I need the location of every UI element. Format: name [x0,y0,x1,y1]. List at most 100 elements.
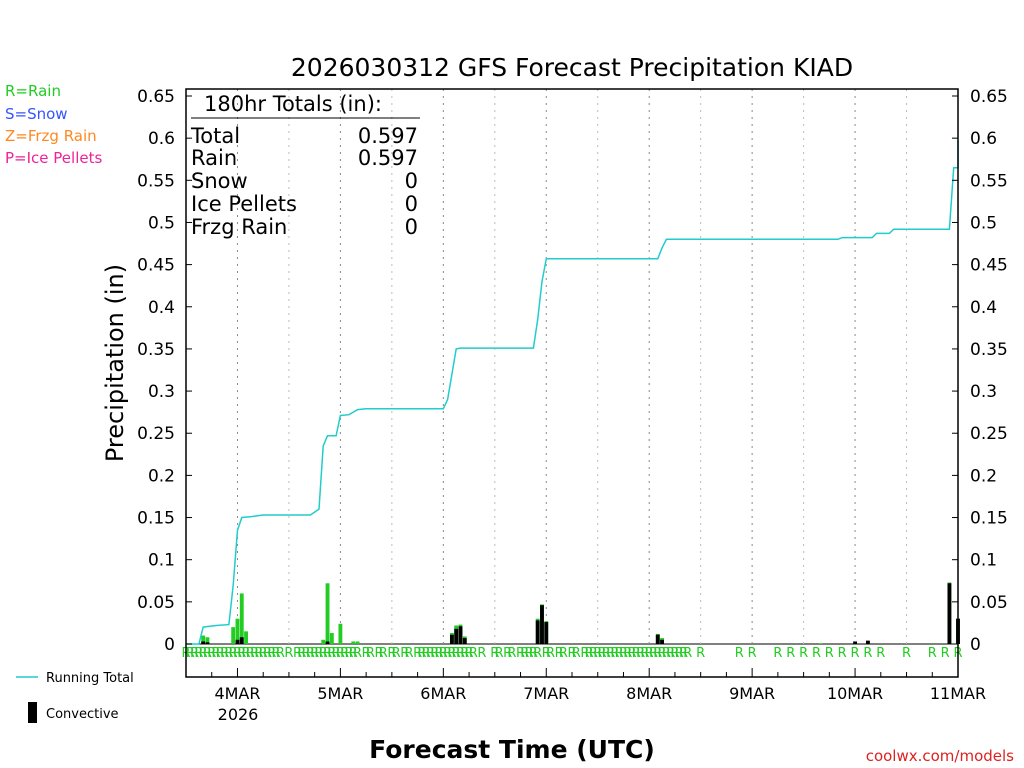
ptype-letter-rain: R [555,646,564,661]
totals-label-rain: Rain [191,146,237,170]
convective-bar [535,620,540,644]
ptype-letter-rain: R [332,646,341,661]
ptype-letter-rain: R [495,646,504,661]
rain-bar [355,641,360,644]
convective-bar [866,640,870,644]
year-label: 2026 [218,705,259,724]
ptype-letter-rain: R [392,646,401,661]
totals-value-frzg-rain: 0 [405,215,418,239]
ptype-letter-rain: R [507,646,516,661]
ptype-letter-rain: R [658,646,667,661]
ptype-letter-rain: R [336,646,345,661]
ptype-letter-rain: R [199,646,208,661]
ptype-letter-rain: R [404,646,413,661]
x-tick-label: 8MAR [626,684,672,703]
y-tick-label-right: 0.05 [970,593,1008,613]
ptype-letter-rain: R [310,646,319,661]
ptype-letter-rain: R [645,646,654,661]
legend-convective-swatch [28,702,37,723]
ptype-letter-rain: R [319,646,328,661]
legend-running-total-label: Running Total [46,671,134,686]
ptype-letter-rain: R [748,646,757,661]
running-total-line [186,140,959,645]
ptype-letter-rain: R [250,646,259,661]
chart-title: 2026030312 GFS Forecast Precipitation KI… [291,53,853,82]
ptype-letter-rain: R [812,646,821,661]
ptype-letter-rain: R [323,646,332,661]
ptype-letter-rain: R [675,646,684,661]
convective-bar [201,641,206,644]
totals-value-snow: 0 [405,169,418,193]
y-tick-label-right: 0.5 [970,213,997,233]
totals-value-ice-pellets: 0 [405,192,418,216]
y-tick-label-right: 0 [970,635,981,655]
ptype-letter-rain: R [653,646,662,661]
ptype-letter-rain: R [662,646,671,661]
ptype-letter-rain: R [503,646,512,661]
running-total-line-group [186,140,959,645]
ptype-letter-rain: R [366,646,375,661]
ptype-letter-rain: R [615,646,624,661]
ptype-letter-rain: R [876,646,885,661]
ptype-letter-rain: R [349,646,358,661]
totals-label-total: Total [190,124,240,148]
ptype-letter-rain: R [422,646,431,661]
convective-bar [947,583,952,644]
ptype-letter-rain: R [272,646,281,661]
x-ticks: 4MAR 5MAR 6MAR 7MAR 8MAR 9MAR 10MAR 11MAR [185,668,986,703]
ptype-letter-rain: R [516,646,525,661]
ptype-letter-rain: R [666,646,675,661]
ptype-letter-rain: R [941,646,950,661]
ptype-letter-rain: R [619,646,628,661]
ptype-letter-rain: R [636,646,645,661]
series-legend: Running Total Convective [16,671,134,723]
ptype-letter-rain: R [297,646,306,661]
ptype-letter-rain: R [452,646,461,661]
convective-bar [325,641,330,644]
ptype-letter-rain: R [490,646,499,661]
rain-bar [351,641,356,644]
y-tick-label-right: 0.4 [970,298,997,318]
y-tick-label-right: 0.6 [970,129,997,149]
ptype-letter-rain: R [670,646,679,661]
convective-bar [540,605,544,644]
x-tick-label: 6MAR [420,684,466,703]
y-tick-label-right: 0.15 [970,509,1008,529]
convective-bar [454,628,459,644]
ptype-letter-rain: R [340,646,349,661]
ptype-legend-snow: S=Snow [5,105,68,123]
ptype-letter-rain: R [293,646,302,661]
ptype-letter-rain: R [443,646,452,661]
ptype-letter-rain: R [220,646,229,661]
y-tick-label-left: 0.4 [148,298,175,318]
y-tick-label-left: 0.65 [137,87,175,107]
credit-text: coolwx.com/models [866,747,1014,765]
y-tick-label-right: 0.35 [970,340,1008,360]
totals-label-ice-pellets: Ice Pellets [191,192,297,216]
ptype-letter-rain: R [533,646,542,661]
ptype-letter-rain: R [216,646,225,661]
ptype-letter-rain: R [456,646,465,661]
y-tick-label-left: 0.3 [148,382,175,402]
ptype-letter-rain: R [460,646,469,661]
y-ticks-left: 0 0.05 0.1 0.15 0.2 0.25 0.3 0.35 0.4 0.45 0.5 0.55… [137,87,192,655]
ptype-letter-rain: R [259,646,268,661]
ptype-letter-rain: R [786,646,795,661]
ptype-letter-rain: R [447,646,456,661]
ptype-letter-rain: R [233,646,242,661]
totals-box: 180hr Totals (in): Total 0.597 Rain 0.59… [190,92,420,239]
ptype-letter-rain: R [477,646,486,661]
ptype-letter-rain: R [430,646,439,661]
ptype-letter-rain: R [186,646,195,661]
convective-bar [239,637,244,644]
ptype-letter-rain: R [610,646,619,661]
y-tick-label-left: 0.45 [137,256,175,276]
x-tick-label: 10MAR [827,684,883,703]
ptype-letter-rain: R [623,646,632,661]
ptype-letter-rain: R [529,646,538,661]
ptype-letter-rain: R [520,646,529,661]
ptype-letter-rain: R [229,646,238,661]
ptype-letter-rain: R [735,646,744,661]
convective-bar [458,626,463,644]
